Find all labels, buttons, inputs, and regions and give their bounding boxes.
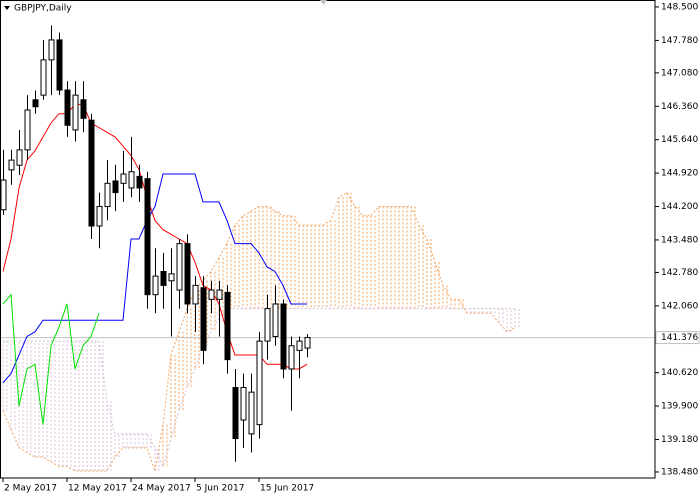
y-tick-label: 144.200	[661, 202, 698, 212]
candle-body	[0, 179, 7, 211]
senkou-span-b	[3, 308, 515, 468]
candle-body	[216, 289, 223, 300]
candle-body	[152, 275, 159, 296]
candle-body	[72, 94, 79, 131]
candle-body	[184, 243, 191, 305]
senkou-span-a	[2, 191, 516, 472]
candle-body	[96, 206, 103, 227]
candle-body	[120, 173, 127, 184]
y-tick-label: 143.480	[661, 235, 698, 245]
y-tick-label: 145.640	[661, 135, 698, 145]
candle-body	[56, 39, 63, 91]
candle-body	[232, 387, 239, 440]
indicator-line	[2, 103, 308, 370]
y-tick-label: 138.480	[661, 467, 698, 477]
y-tick-label: 139.180	[661, 435, 698, 445]
candle-body	[80, 99, 87, 119]
y-tick-label: 139.900	[661, 402, 698, 412]
candle-body	[136, 175, 143, 189]
indicator-line	[2, 293, 100, 425]
candle-body	[200, 287, 207, 351]
plot-frame	[0, 0, 656, 479]
candle-body	[280, 303, 287, 370]
candle-body	[192, 284, 199, 305]
shift-marker[interactable]	[320, 0, 327, 5]
x-tick-label: 15 Jun 2017	[260, 484, 314, 494]
y-tick-label: 140.620	[661, 368, 698, 378]
candle-body	[272, 303, 279, 337]
candle-body	[88, 119, 95, 227]
candle-body	[168, 273, 175, 282]
candle-body	[8, 159, 15, 171]
candle-body	[24, 109, 31, 151]
candle-body	[288, 345, 295, 370]
candle-body	[16, 149, 23, 166]
candle-body	[304, 337, 311, 349]
candle-body	[296, 340, 303, 351]
candle-body	[144, 178, 151, 296]
x-tick-label: 2 May 2017	[4, 484, 57, 494]
candle-body	[32, 99, 39, 108]
last-price-label: 141.376	[661, 333, 698, 343]
candle-body	[40, 59, 47, 96]
candle-body	[256, 340, 263, 426]
y-tick-label: 147.080	[661, 68, 698, 78]
y-tick-label: 142.780	[661, 268, 698, 278]
candle-body	[64, 89, 71, 126]
chart-title: GBPJPY,Daily	[14, 4, 72, 14]
candle-body	[104, 182, 111, 208]
x-tick-label: 12 May 2017	[68, 484, 127, 494]
y-tick-label: 148.500	[661, 2, 698, 12]
y-tick-label: 142.060	[661, 301, 698, 311]
candle-body	[160, 270, 167, 286]
symbol-menu-icon[interactable]	[4, 6, 10, 10]
candle-body	[240, 387, 247, 421]
y-tick-label: 147.780	[661, 36, 698, 46]
y-tick-label: 144.920	[661, 169, 698, 179]
indicator-line	[2, 173, 307, 384]
candle-body	[224, 291, 231, 361]
candle-body	[264, 308, 271, 342]
candle-body	[112, 180, 119, 194]
x-tick-label: 5 Jun 2017	[196, 484, 244, 494]
candle-body	[48, 39, 55, 61]
x-tick-label: 24 May 2017	[132, 484, 191, 494]
y-tick-label: 146.360	[661, 102, 698, 112]
candle-body	[176, 243, 183, 291]
candle-body	[248, 391, 255, 435]
candle-body	[128, 171, 135, 189]
candle-body	[208, 289, 215, 300]
last-price-box	[655, 331, 700, 345]
plot-area	[0, 25, 655, 472]
